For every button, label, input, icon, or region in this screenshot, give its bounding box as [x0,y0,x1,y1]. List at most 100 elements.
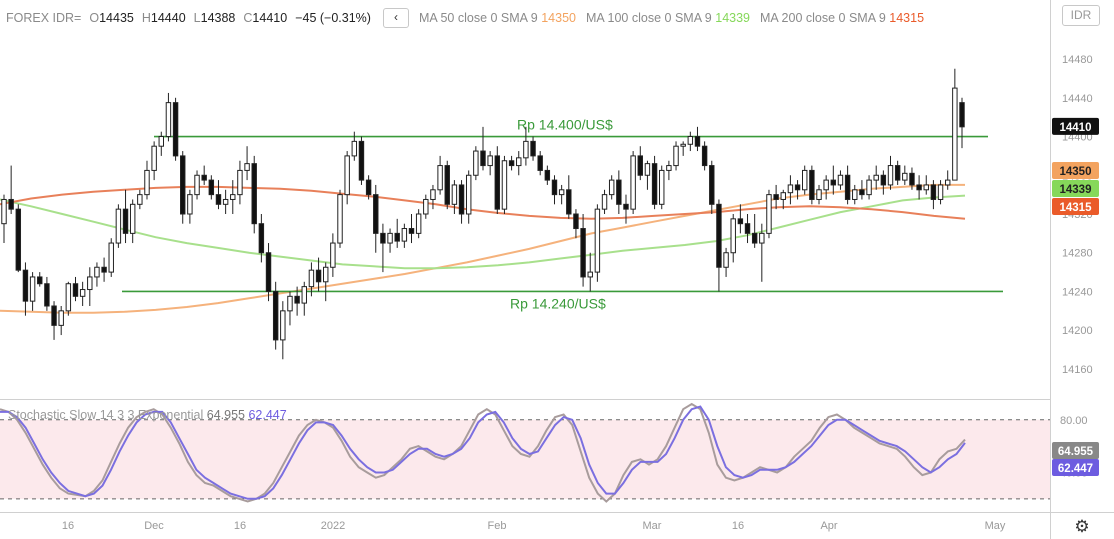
candle [601,189,608,214]
time-tick-label: Feb [488,520,507,532]
candle [894,160,901,185]
candle [494,146,501,214]
candle-body-up [730,218,736,254]
candle [587,252,593,292]
candle [101,257,107,282]
candle-body-up [194,174,200,196]
candle [37,272,43,287]
candle [516,151,522,176]
candle-body-up [437,165,443,191]
candle [115,204,122,248]
candle-body-up [473,150,479,176]
candle [172,97,179,161]
candle-body-up [222,198,229,205]
candle-body-up [687,136,694,145]
candle [744,214,751,244]
candle [58,306,64,336]
candle [22,262,29,316]
candle-body-down [651,163,658,205]
candle [809,165,815,205]
support-label: Rp 14.240/US$ [510,295,606,311]
candle-body-down [844,174,851,200]
candle [766,189,772,239]
high-price: H14440 [141,11,186,25]
ma100-legend: MA 100 close 0 SMA 9 14339 [586,11,751,25]
candle [902,165,908,185]
candle-body-down [637,155,643,176]
candle [644,160,651,190]
candle [94,262,100,287]
candle [637,146,643,181]
candle [280,301,286,360]
candlestick-series[interactable] [1,68,965,360]
candle [158,131,164,156]
candle [330,233,336,277]
candle-body-up [387,232,393,244]
candle-body-up [87,276,93,291]
candle [751,214,758,248]
candle [465,170,472,224]
candle-body-up [673,145,679,167]
candle-body-down [744,223,751,234]
candle [187,189,193,224]
candle [180,151,186,224]
ma50-tag-bg [1052,162,1099,179]
candle [859,180,865,200]
candle [630,151,636,214]
candle-body-up [58,310,64,326]
candle [651,155,658,210]
ma200-tag: 14315 [1052,198,1099,215]
candle [680,141,686,156]
candle [930,180,937,210]
candle [701,141,708,171]
candle-body-down [358,140,365,181]
candle-body-up [129,203,136,234]
candle-body-down [51,305,57,326]
candle-body-up [144,169,150,196]
candle [952,68,958,181]
candle-body-up [852,189,858,200]
ma200-tag-bg [1052,198,1099,215]
candle [351,131,358,161]
last-price-tag-text: 14410 [1060,122,1092,134]
candle [816,184,822,205]
ma50-line [0,183,965,314]
candle [315,257,322,292]
candle-body-up [158,136,164,147]
candle [373,184,379,253]
candle [137,189,143,210]
candle-body-up [330,242,336,268]
candle-body-up [937,184,944,200]
candle-body-up [823,179,829,191]
candle [201,165,207,185]
candle-body-up [766,194,772,234]
symbol-select[interactable]: IDR [1062,5,1100,26]
gear-icon[interactable]: ⚙ [1074,517,1090,536]
candle [923,175,929,195]
candle [473,146,479,181]
candle-body-down [251,163,257,225]
candle-body-up [723,252,729,268]
moving-average-lines [0,183,966,314]
candle-body-up [344,155,350,196]
time-tick-label: Mar [643,520,662,532]
candle [823,175,829,200]
candle [523,126,529,166]
candle [837,170,844,190]
candle-body-down [580,228,586,278]
candle-body-down [172,102,179,157]
candle-body-up [923,184,929,191]
candle [558,184,565,205]
candle [787,175,794,205]
candle [666,160,672,181]
chevron-left-icon[interactable]: ‹ [382,8,409,28]
candle-body-down [201,174,207,181]
candle-body-down [616,179,622,205]
candle-body-down [709,165,715,205]
candle-body-down [544,169,551,181]
candle-body-down [44,283,50,307]
candle-body-up [351,140,358,157]
candle-body-up [944,179,951,186]
candle-body-up [887,165,894,186]
